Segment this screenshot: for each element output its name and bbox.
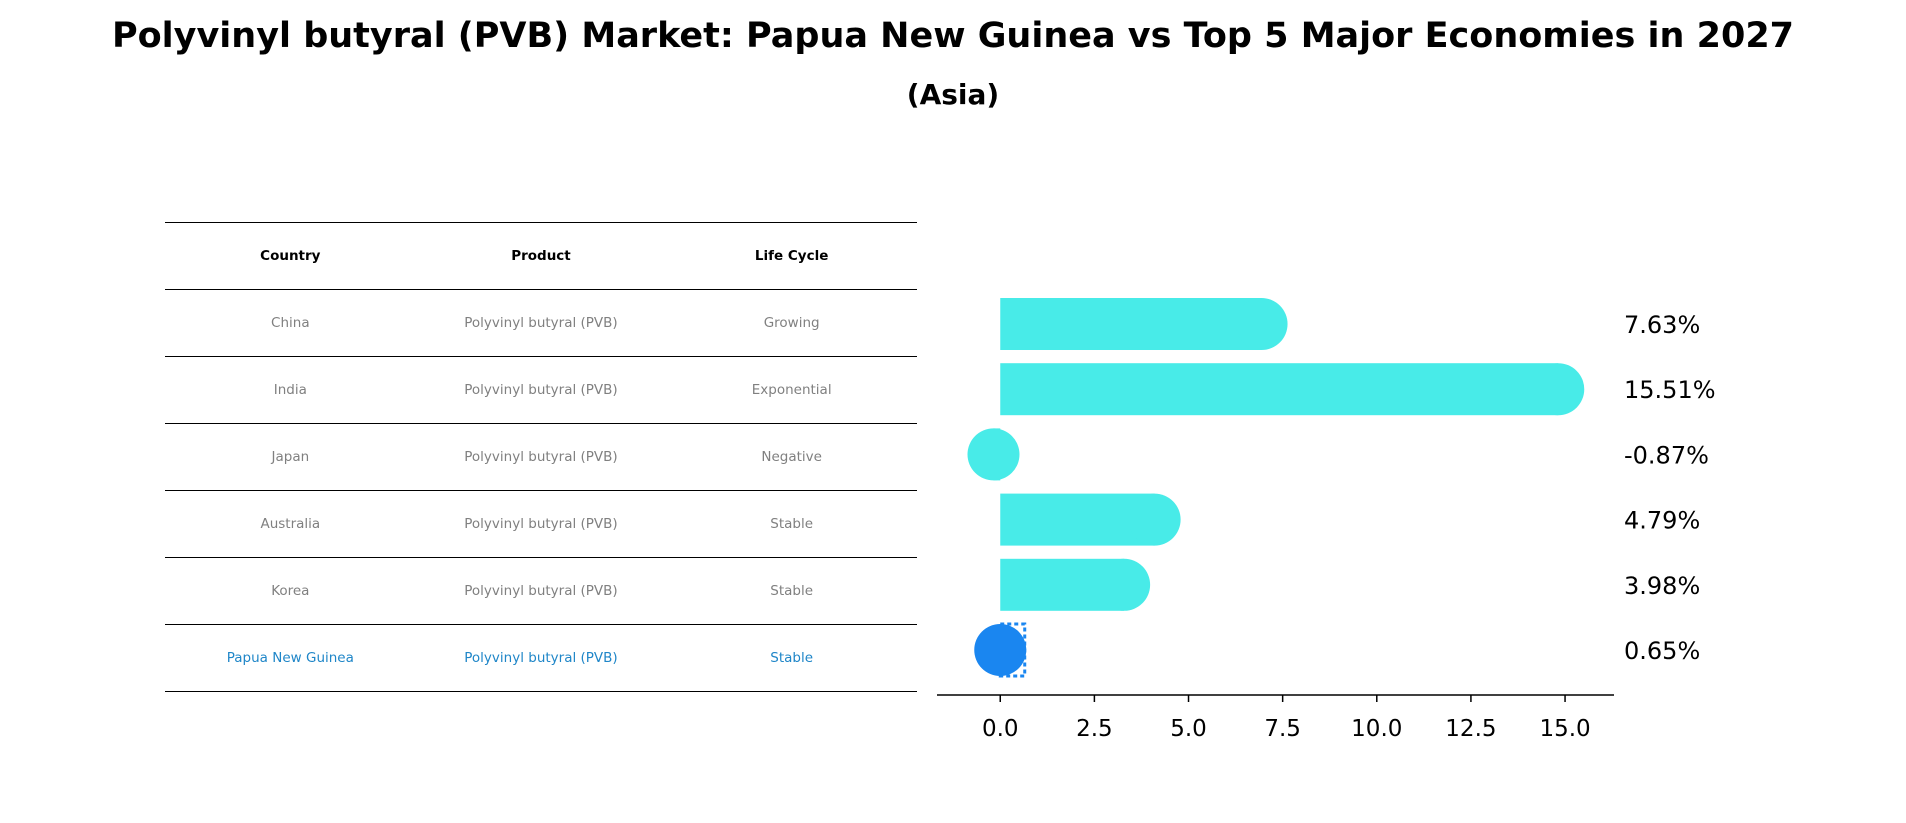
cell-country: Australia [165, 490, 416, 558]
cell-life-cycle: Stable [666, 490, 917, 558]
header-product: Product [415, 222, 667, 290]
table-header-row: Country Product Life Cycle [165, 222, 917, 290]
cell-country: China [165, 289, 416, 357]
x-tick-label: 7.5 [1264, 716, 1301, 742]
bar-cap [1098, 558, 1151, 611]
table-row: Korea Polyvinyl butyral (PVB) Stable [165, 557, 917, 625]
x-tick-label: 2.5 [1076, 716, 1113, 742]
bar-cap [1235, 298, 1288, 350]
cell-life-cycle: Stable [666, 557, 917, 625]
cell-life-cycle: Exponential [666, 356, 917, 424]
chart-title: Polyvinyl butyral (PVB) Market: Papua Ne… [111, 16, 1795, 56]
cell-product: Polyvinyl butyral (PVB) [415, 423, 667, 491]
bar-cap [1532, 363, 1585, 416]
market-table: Country Product Life Cycle China Polyvin… [165, 222, 917, 692]
value-label: -0.87% [1624, 441, 1709, 469]
bar-highlight-outline [998, 622, 1027, 678]
table-row: Japan Polyvinyl butyral (PVB) Negative [165, 423, 917, 491]
x-tick-label: 10.0 [1351, 716, 1402, 742]
x-tick-label: 0.0 [982, 716, 1019, 742]
cell-country: India [165, 356, 416, 424]
cell-product: Polyvinyl butyral (PVB) [415, 557, 667, 625]
cell-life-cycle: Growing [666, 289, 917, 357]
chart-subtitle: (Asia) [906, 78, 1000, 111]
value-label: 7.63% [1624, 311, 1700, 339]
value-label: 3.98% [1624, 572, 1700, 600]
cell-product: Polyvinyl butyral (PVB) [415, 624, 667, 692]
cell-country: Papua New Guinea [165, 624, 416, 692]
cell-product: Polyvinyl butyral (PVB) [415, 490, 667, 558]
table-row: India Polyvinyl butyral (PVB) Exponentia… [165, 356, 917, 424]
value-label: 4.79% [1624, 507, 1700, 535]
table-row: China Polyvinyl butyral (PVB) Growing [165, 289, 917, 357]
header-life-cycle: Life Cycle [666, 222, 917, 290]
cell-life-cycle: Negative [666, 423, 917, 491]
header-country: Country [165, 222, 416, 290]
x-tick-label: 12.5 [1445, 716, 1496, 742]
cell-life-cycle: Stable [666, 624, 917, 692]
cell-country: Korea [165, 557, 416, 625]
bar-cap [1128, 493, 1181, 546]
value-label: 0.65% [1624, 637, 1700, 665]
cell-product: Polyvinyl butyral (PVB) [415, 356, 667, 424]
bar [1000, 363, 1559, 416]
value-label: 15.51% [1624, 376, 1716, 404]
x-tick-label: 5.0 [1170, 716, 1207, 742]
bar-cap [967, 428, 1020, 481]
table-row-highlight: Papua New Guinea Polyvinyl butyral (PVB)… [165, 624, 917, 692]
x-tick-label: 15.0 [1539, 716, 1590, 742]
table-row: Australia Polyvinyl butyral (PVB) Stable [165, 490, 917, 558]
bar [1000, 298, 1262, 350]
cell-product: Polyvinyl butyral (PVB) [415, 289, 667, 357]
cell-country: Japan [165, 423, 416, 491]
